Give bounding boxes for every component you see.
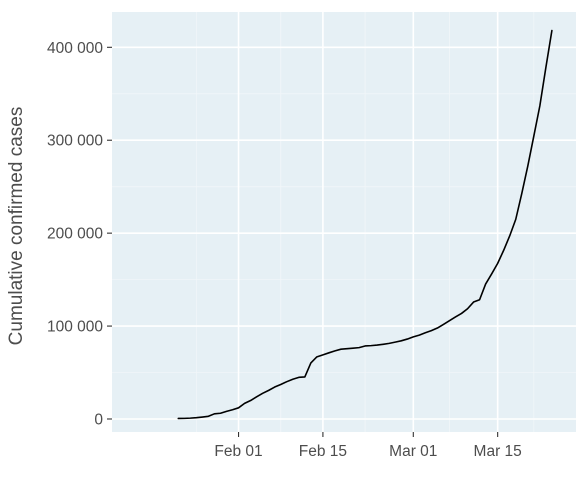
y-tick-label: 0	[94, 411, 103, 428]
series-line-0	[177, 29, 553, 420]
x-tick-label: Feb 15	[299, 443, 347, 460]
y-axis: 0 100 000 200 000 300 000 400 000	[47, 40, 112, 428]
x-axis: Feb 01 Feb 15 Mar 01 Mar 15	[214, 432, 522, 460]
y-tick-label: 200 000	[47, 226, 103, 243]
series-layer	[177, 29, 553, 420]
x-tick-label: Mar 15	[474, 443, 522, 460]
y-axis-title: Cumulative confirmed cases	[6, 107, 27, 346]
minor-gridlines	[112, 12, 576, 432]
x-tick-label: Feb 01	[214, 443, 262, 460]
major-gridlines	[112, 12, 576, 432]
y-tick-label: 300 000	[47, 133, 103, 150]
plot-panel	[112, 12, 576, 432]
y-tick-label: 400 000	[47, 40, 103, 57]
x-tick-label: Mar 01	[389, 443, 437, 460]
y-tick-label: 100 000	[47, 319, 103, 336]
